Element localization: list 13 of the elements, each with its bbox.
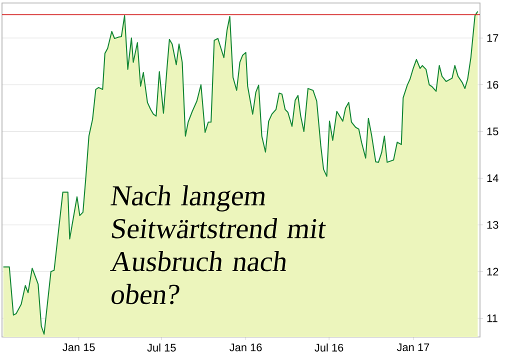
y-tick-label: 13: [487, 221, 498, 229]
y-tick-label: 16: [487, 80, 498, 89]
annotation: Nach langem Seitwärtstrend mit Ausbruch nach oben?: [110, 185, 326, 304]
x-tick-label: Jan 16: [230, 344, 262, 352]
x-tick-label: Jul 15: [147, 344, 176, 352]
y-tick-label: 11: [487, 314, 498, 322]
x-tick-label: Jan 15: [62, 344, 95, 352]
x-tick-label: Jan 17: [396, 344, 430, 352]
y-tick-label: 17: [487, 34, 498, 42]
y-tick-label: 15: [487, 128, 498, 136]
y-tick-label: 12: [487, 268, 498, 276]
y-tick-label: 14: [487, 174, 498, 182]
x-tick-label: Jul 16: [314, 344, 344, 352]
